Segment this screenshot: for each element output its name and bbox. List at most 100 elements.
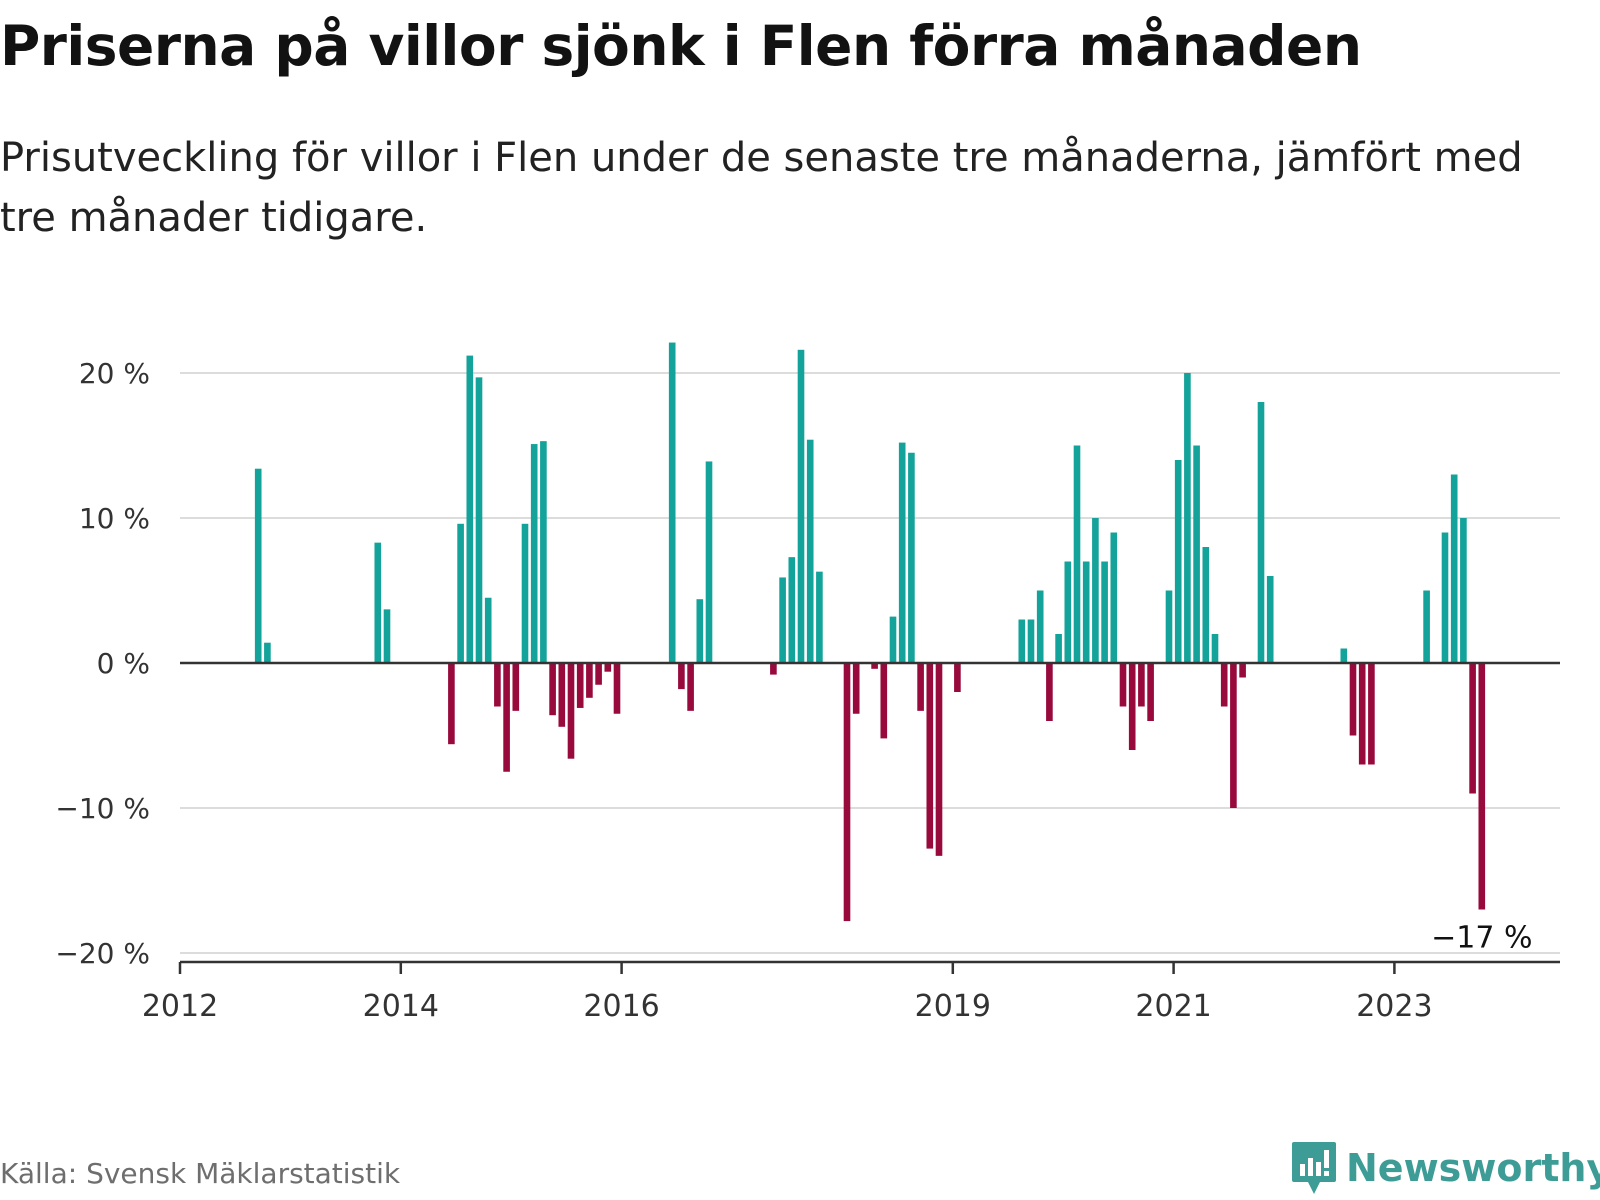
bar (687, 663, 694, 711)
bar (1202, 547, 1210, 663)
bar (1469, 663, 1476, 794)
bar (1184, 373, 1191, 663)
bar (1110, 532, 1118, 663)
bar (954, 663, 961, 692)
bar-chart: 20 % 10 % 0 % −10 % −20 % 2012 2014 2016 2019 202… (55, 342, 1560, 1024)
bar (852, 663, 860, 714)
axes (178, 661, 1560, 974)
bar (264, 642, 271, 663)
y-tick-label: −10 % (55, 792, 150, 825)
bar (1147, 663, 1154, 721)
bar (494, 663, 501, 707)
bar (1174, 460, 1182, 663)
bar (448, 663, 455, 745)
bar (475, 377, 483, 663)
y-tick-label: 10 % (79, 502, 150, 535)
bar (1460, 518, 1467, 663)
bar (816, 571, 823, 663)
x-tick-label: 2012 (142, 989, 218, 1024)
latest-value-label: −17 % (1431, 921, 1532, 956)
bar (1046, 663, 1053, 721)
bar (595, 663, 602, 685)
brand-logo: Newsworthy (1290, 1140, 1600, 1196)
bar (457, 523, 464, 663)
bar (558, 663, 566, 727)
bar (1450, 474, 1458, 663)
bar (935, 663, 943, 856)
bar (586, 663, 593, 698)
bar (1138, 663, 1145, 707)
bar (1340, 648, 1348, 663)
bar (1266, 576, 1274, 663)
x-tick-label: 2016 (583, 989, 659, 1024)
bar (530, 444, 538, 663)
bar (917, 663, 924, 711)
bar (484, 597, 492, 663)
x-tick-label: 2019 (915, 989, 991, 1024)
bar (880, 663, 888, 739)
newsworthy-logo-icon (1292, 1142, 1336, 1194)
bar (1027, 619, 1035, 663)
bar (1036, 590, 1044, 663)
bar (908, 452, 915, 663)
bar (843, 663, 851, 922)
gridlines (180, 372, 1560, 954)
bar (678, 663, 685, 690)
bar (898, 442, 906, 663)
bar (1064, 561, 1072, 663)
bar (1211, 634, 1219, 663)
bar (1220, 663, 1228, 707)
bar (521, 523, 529, 663)
bar (1128, 663, 1136, 750)
bar (1092, 518, 1099, 663)
bar (466, 355, 474, 663)
y-tick-label: 0 % (97, 647, 150, 680)
bar (1073, 445, 1081, 663)
bar (797, 349, 805, 663)
bar (567, 663, 575, 759)
bar (549, 663, 556, 716)
bar (1478, 663, 1486, 910)
bar (1257, 402, 1265, 663)
bar (779, 577, 786, 663)
x-tick-label: 2014 (363, 989, 439, 1024)
bar (1358, 663, 1366, 765)
bar (503, 663, 510, 772)
bar (254, 468, 262, 663)
tick-labels: 20 % 10 % 0 % −10 % −20 % 2012 2014 2016 2019 202… (55, 357, 1532, 1024)
bar (1239, 663, 1246, 678)
bar (1119, 663, 1127, 707)
bar (770, 663, 777, 675)
bar (668, 342, 676, 663)
bar (374, 542, 382, 663)
bar (613, 663, 621, 714)
chart-subtitle: Prisutveckling för villor i Flen under d… (0, 135, 1523, 241)
bar (696, 599, 704, 663)
bar (1423, 590, 1430, 663)
bar (705, 461, 713, 663)
bar (1055, 634, 1062, 663)
x-tick-label: 2023 (1356, 989, 1432, 1024)
bar (512, 663, 520, 711)
chart-title: Priserna på villor sjönk i Flen förra må… (0, 14, 1362, 78)
bar (1441, 532, 1449, 663)
bar (1230, 663, 1237, 808)
y-tick-label: −20 % (55, 937, 150, 970)
bar (788, 557, 796, 663)
bar (1349, 663, 1357, 736)
bar (1193, 445, 1200, 663)
y-tick-label: 20 % (79, 357, 150, 390)
bar (806, 439, 814, 663)
x-tick-label: 2021 (1135, 989, 1211, 1024)
bar (1082, 561, 1090, 663)
bar (926, 663, 934, 849)
brand-name: Newsworthy (1346, 1146, 1600, 1190)
bar (604, 663, 612, 672)
bar (383, 609, 391, 663)
bar (1101, 561, 1108, 663)
source-note: Källa: Svensk Mäklarstatistik (0, 1157, 401, 1190)
bar (540, 441, 547, 663)
bar (1368, 663, 1375, 765)
bar (1165, 590, 1173, 663)
bars (254, 342, 1486, 922)
